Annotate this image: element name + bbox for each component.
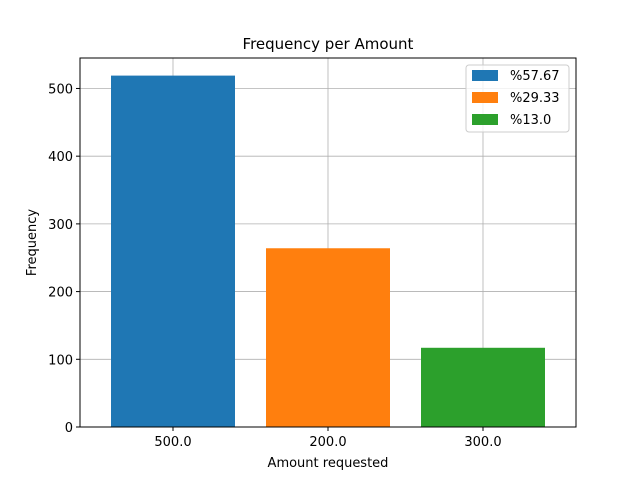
legend-label: %29.33 xyxy=(510,91,560,106)
y-tick-label: 100 xyxy=(48,353,73,368)
chart-title: Frequency per Amount xyxy=(243,35,414,53)
bar xyxy=(111,75,235,427)
y-ticks: 0 100 200 300 400 500 xyxy=(48,82,80,436)
y-tick-label: 0 xyxy=(65,421,73,436)
x-axis-label: Amount requested xyxy=(268,456,389,471)
x-ticks: 500.0 200.0 300.0 xyxy=(154,427,502,450)
x-tick-label: 300.0 xyxy=(464,435,501,450)
x-tick-label: 200.0 xyxy=(309,435,346,450)
y-tick-label: 300 xyxy=(48,218,73,233)
y-tick-label: 400 xyxy=(48,150,73,165)
legend-swatch xyxy=(472,70,498,81)
legend-label: %13.0 xyxy=(510,113,551,128)
legend: %57.67 %29.33 %13.0 xyxy=(465,64,570,133)
legend-swatch xyxy=(472,114,498,125)
x-tick-label: 500.0 xyxy=(154,435,191,450)
legend-label: %57.67 xyxy=(510,69,560,84)
y-tick-label: 500 xyxy=(48,82,73,97)
legend-swatch xyxy=(472,92,498,103)
bar xyxy=(421,347,545,427)
y-tick-label: 200 xyxy=(48,286,73,301)
y-axis-label: Frequency xyxy=(25,209,40,276)
bar xyxy=(266,248,390,427)
bars-layer xyxy=(111,75,545,427)
